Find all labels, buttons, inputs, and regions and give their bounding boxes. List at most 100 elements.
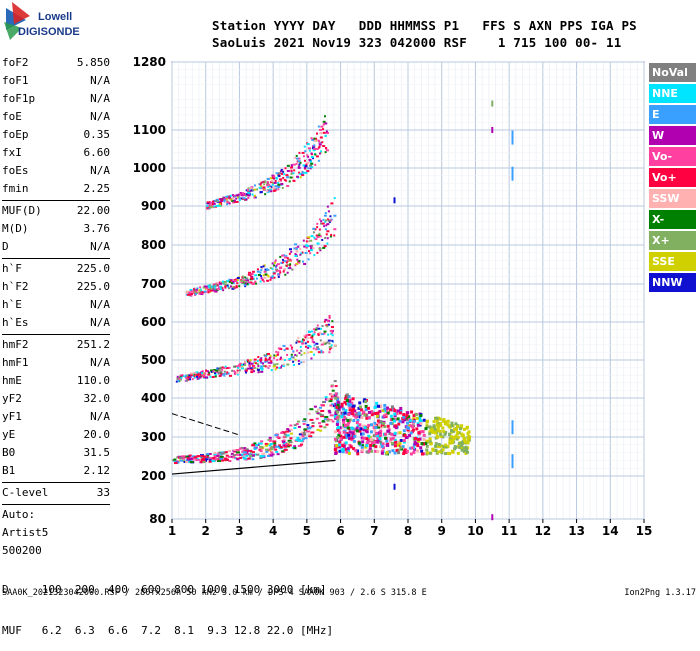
echo-point [311, 338, 314, 341]
echo-point [256, 368, 260, 371]
echo-point [316, 412, 320, 415]
echo-point [230, 455, 235, 458]
echo-point [216, 283, 219, 286]
echo-point [294, 255, 298, 258]
echo-point [220, 371, 223, 374]
spread-echo-point [428, 425, 432, 429]
spread-echo-point [453, 427, 457, 431]
echo-point [316, 346, 320, 349]
param-label: h`F2 [2, 280, 29, 293]
echo-point [289, 437, 293, 440]
spread-echo-point [370, 441, 374, 445]
echo-point [233, 194, 236, 197]
spread-echo-point [370, 423, 374, 427]
echo-point [306, 427, 311, 430]
echo-point [328, 346, 332, 349]
echo-point [232, 281, 235, 284]
panel-separator [2, 482, 110, 483]
spread-echo-point [353, 409, 357, 413]
echo-point [277, 351, 280, 354]
param-value: 31.5 [83, 446, 111, 459]
echo-point [260, 266, 263, 269]
echo-point [245, 369, 248, 372]
echo-point [238, 447, 242, 450]
echo-point [189, 288, 193, 291]
echo-point [314, 139, 317, 142]
echo-point [302, 172, 305, 175]
echo-point [226, 201, 230, 204]
x-tick-label: 4 [269, 524, 277, 538]
echo-point [259, 183, 262, 186]
echo-point [201, 370, 204, 373]
echo-point [236, 373, 239, 376]
echo-point [295, 246, 298, 249]
spread-echo-point [410, 410, 414, 414]
echo-point [324, 396, 328, 399]
echo-point [307, 344, 311, 347]
spread-echo-point [396, 409, 400, 413]
echo-point [329, 235, 332, 238]
echo-point [306, 143, 310, 146]
spread-echo-point [389, 408, 393, 412]
echo-point [233, 449, 237, 452]
spread-echo-point [420, 452, 424, 456]
legend-item: X- [649, 210, 696, 229]
spread-echo-point [390, 432, 394, 436]
echo-point [251, 188, 254, 191]
echo-point [322, 343, 325, 346]
echo-point [228, 202, 231, 205]
spread-echo-point [403, 418, 407, 422]
echo-point [309, 239, 313, 242]
echo-point [238, 197, 241, 200]
echo-point [270, 445, 274, 448]
spread-echo-point [361, 440, 365, 444]
x-tick-label: 13 [568, 524, 585, 538]
spread-echo-point [358, 401, 362, 405]
spread-echo-point [373, 405, 377, 409]
echo-point [189, 461, 194, 464]
echo-point [300, 443, 304, 446]
echo-point [175, 380, 178, 383]
spread-echo-point [342, 407, 346, 411]
echo-point [249, 187, 253, 190]
echo-point [210, 285, 214, 288]
param-row: fmin 2.25 [2, 180, 112, 198]
spread-echo-point [422, 437, 426, 441]
spread-echo-point [393, 431, 397, 435]
echo-point [322, 341, 326, 344]
echo-point [294, 264, 297, 267]
echo-point [281, 261, 284, 264]
echo-point [281, 172, 284, 175]
echo-point [249, 367, 253, 370]
spread-echo-point [362, 410, 366, 414]
echo-point [322, 145, 326, 148]
spread-echo-point [386, 424, 390, 428]
echo-point [203, 372, 206, 375]
echo-point [321, 222, 325, 225]
spread-echo-point [417, 431, 421, 435]
spread-echo-point [346, 423, 350, 427]
spread-echo-point [467, 430, 471, 434]
isolated-echo-marker [511, 130, 514, 145]
echo-point [181, 455, 186, 458]
echo-point [318, 140, 321, 143]
echo-point [331, 403, 335, 406]
echo-point [249, 274, 252, 277]
echo-point [275, 172, 279, 175]
param-row: yF1 N/A [2, 408, 112, 426]
echo-point [300, 431, 304, 434]
spread-echo-point [404, 416, 408, 420]
spread-echo-point [441, 426, 445, 430]
spread-echo-point [419, 446, 423, 450]
echo-point [297, 425, 301, 428]
y-tick-label: 500 [141, 353, 166, 367]
spread-echo-point [360, 446, 364, 450]
spread-echo-point [452, 429, 456, 433]
spread-echo-point [365, 450, 369, 454]
echo-point [315, 155, 319, 158]
echo-point [322, 131, 326, 134]
echo-point [260, 269, 263, 272]
spread-echo-point [361, 448, 365, 452]
spread-echo-point [336, 417, 340, 421]
echo-point [329, 215, 332, 218]
